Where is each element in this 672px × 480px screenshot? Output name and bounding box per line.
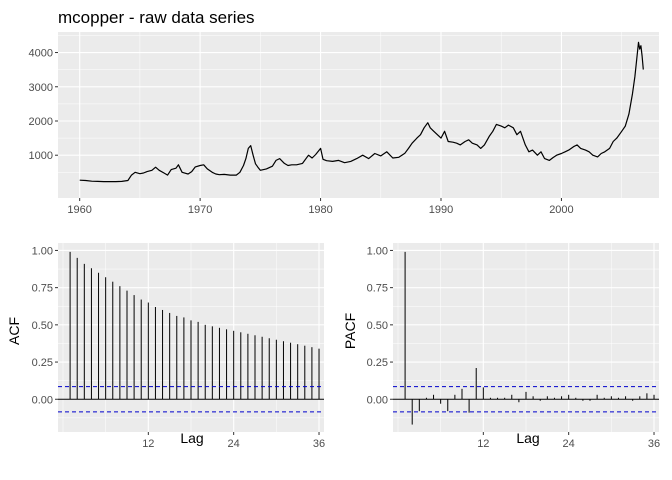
series-tick-label-y: 2000 bbox=[29, 116, 53, 128]
series-tick-label-y: 1000 bbox=[29, 150, 53, 162]
acf-tick-label-y: 1.00 bbox=[32, 245, 53, 257]
chart-title: mcopper - raw data series bbox=[58, 8, 255, 27]
pacf-tick-label-x: 36 bbox=[648, 438, 660, 450]
pacf-xlabel: Lag bbox=[516, 430, 539, 446]
acf-tick-label-y: 0.75 bbox=[32, 283, 53, 295]
acf-tick-label-x: 24 bbox=[228, 438, 240, 450]
series-tick-label-x: 1990 bbox=[429, 204, 453, 216]
acf-tick-label-y: 0.25 bbox=[32, 357, 53, 369]
pacf-tick-label-y: 0.50 bbox=[367, 320, 388, 332]
pacf-ylabel: PACF bbox=[342, 313, 358, 349]
pacf-tick-label-x: 24 bbox=[563, 438, 575, 450]
pacf-tick-label-x: 12 bbox=[477, 438, 489, 450]
series-line bbox=[79, 41, 644, 183]
pacf-tick-label-y: 0.75 bbox=[367, 283, 388, 295]
pacf-tick-label-y: 0.00 bbox=[367, 394, 388, 406]
pacf-panel: 12 24 36 0.00 0.25 0.50 0.75 1.00 bbox=[367, 243, 660, 450]
acf-tick-label-y: 0.00 bbox=[32, 394, 53, 406]
acf-tick-label-x: 12 bbox=[142, 438, 154, 450]
series-tick-label-y: 3000 bbox=[29, 82, 53, 94]
pacf-tick-label-y: 0.25 bbox=[367, 357, 388, 369]
series-tick-label-y: 4000 bbox=[29, 48, 53, 60]
series-tick-label-x: 2000 bbox=[549, 204, 573, 216]
series-tick-label-x: 1970 bbox=[188, 204, 212, 216]
pacf-tick-label-y: 1.00 bbox=[367, 245, 388, 257]
acf-ylabel: ACF bbox=[6, 317, 22, 345]
series-plot-background bbox=[58, 32, 659, 198]
series-panel: 1960 1970 1980 1990 2000 1000 2000 3000 4000 bbox=[29, 32, 659, 216]
acf-tick-label-y: 0.50 bbox=[32, 320, 53, 332]
acf-tick-label-x: 36 bbox=[313, 438, 325, 450]
series-tick-label-x: 1980 bbox=[308, 204, 332, 216]
acf-panel: 12 24 36 0.00 0.25 0.50 0.75 1.00 bbox=[32, 243, 325, 450]
acf-xlabel: Lag bbox=[180, 430, 203, 446]
series-tick-label-x: 1960 bbox=[67, 204, 91, 216]
